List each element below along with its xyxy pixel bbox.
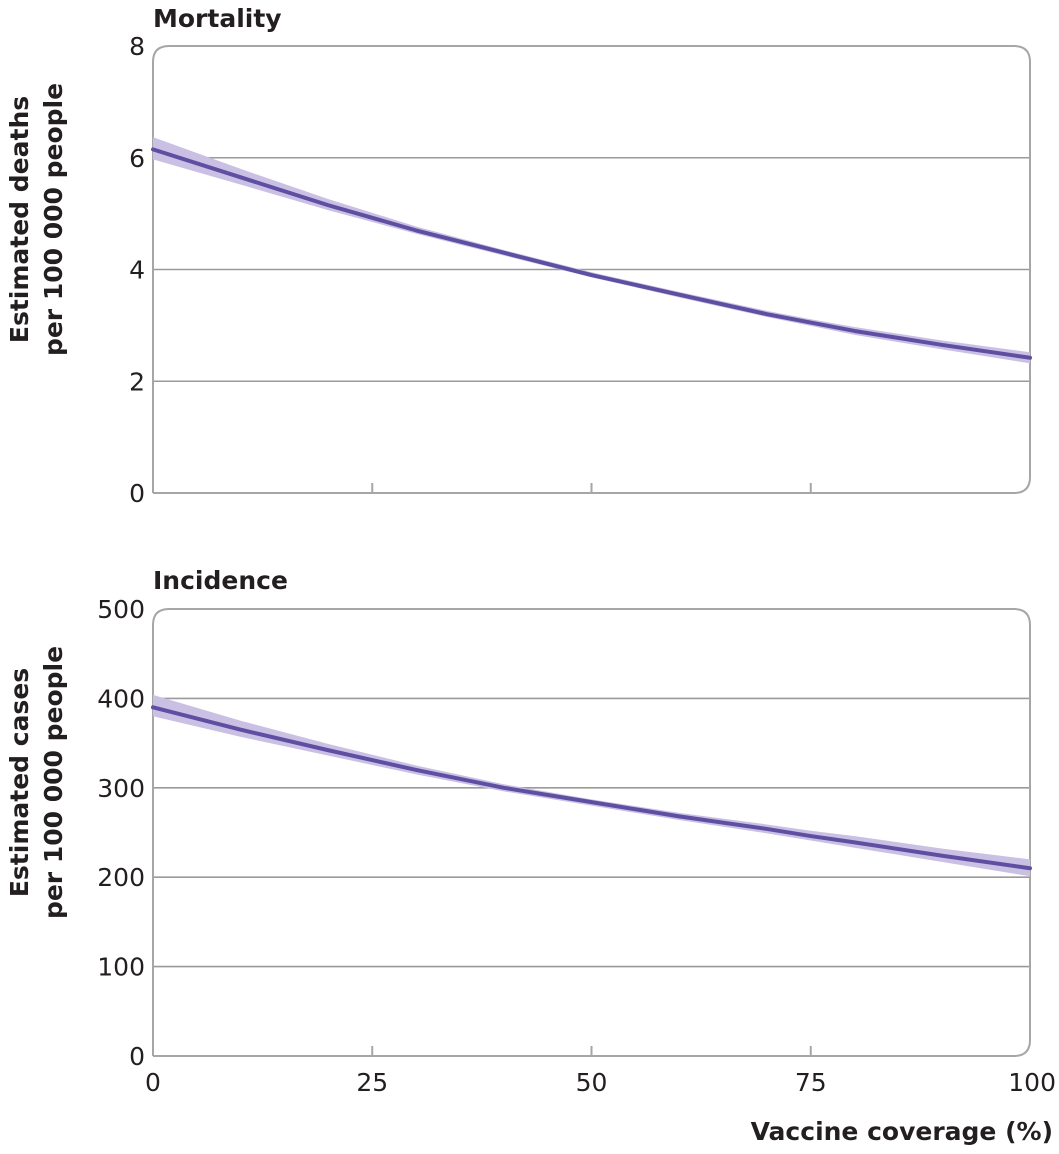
incidence-x-tick-label-3: 75	[795, 1068, 827, 1097]
mortality-y-tick-label-3: 6	[129, 144, 145, 173]
mortality-confidence-band-0	[153, 137, 1030, 363]
incidence-y-tick-label-3: 300	[97, 774, 145, 803]
incidence-y-tick-label-0: 0	[129, 1042, 145, 1071]
incidence-x-tick-label-0: 0	[145, 1068, 161, 1097]
mortality-panel-title: Mortality	[153, 4, 282, 33]
incidence-x-tick-label-4: 100	[1008, 1068, 1056, 1097]
mortality-y-tick-label-2: 4	[129, 256, 145, 285]
mortality-y-tick-label-1: 2	[129, 367, 145, 396]
incidence-y-tick-label-2: 200	[97, 863, 145, 892]
incidence-y-axis-label-line2: per 100 000 people	[39, 646, 68, 919]
mortality-series-line-0	[153, 149, 1030, 357]
incidence-panel-title: Incidence	[153, 566, 288, 595]
incidence-x-tick-label-2: 50	[576, 1068, 608, 1097]
mortality-y-tick-label-4: 8	[129, 32, 145, 61]
incidence-y-tick-label-4: 400	[97, 684, 145, 713]
incidence-x-tick-label-1: 25	[356, 1068, 388, 1097]
mortality-y-axis-label-line2: per 100 000 people	[39, 83, 68, 356]
incidence-y-axis-label-line1: Estimated cases	[5, 668, 34, 897]
mortality-y-tick-label-0: 0	[129, 479, 145, 508]
x-axis-label: Vaccine coverage (%)	[751, 1117, 1053, 1146]
incidence-y-tick-label-5: 500	[97, 595, 145, 624]
incidence-y-tick-label-1: 100	[97, 953, 145, 982]
mortality-y-axis-label-line1: Estimated deaths	[5, 96, 34, 343]
incidence-plot-frame	[153, 609, 1030, 1056]
